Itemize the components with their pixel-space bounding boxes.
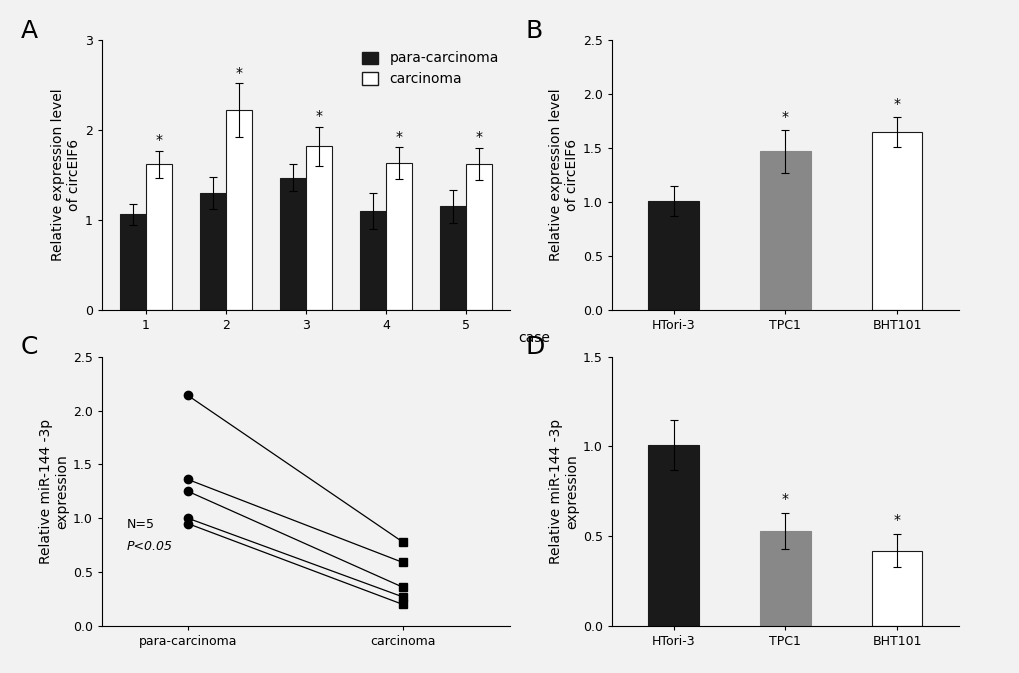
Text: *: * [893, 98, 900, 112]
Text: N=5: N=5 [126, 518, 154, 531]
Bar [648, 201, 698, 310]
Text: *: * [155, 133, 162, 147]
Bar [200, 193, 226, 310]
Y-axis label: Relative miR-144 -3p
expression: Relative miR-144 -3p expression [39, 419, 68, 564]
Bar [385, 164, 412, 310]
Bar [306, 146, 331, 310]
Bar [226, 110, 252, 310]
Bar [871, 551, 921, 626]
Legend: para-carcinoma, carcinoma: para-carcinoma, carcinoma [358, 47, 502, 91]
Text: D: D [525, 335, 544, 359]
Y-axis label: Relative expression level
of circEIF6: Relative expression level of circEIF6 [51, 89, 81, 261]
Bar [120, 215, 146, 310]
Text: *: * [235, 66, 243, 80]
Bar [466, 164, 491, 310]
Bar [759, 531, 810, 626]
Text: *: * [893, 513, 900, 527]
Bar [648, 445, 698, 626]
Text: *: * [782, 492, 788, 505]
Text: case: case [518, 331, 549, 345]
Text: C: C [20, 335, 38, 359]
Bar [440, 207, 466, 310]
Text: *: * [782, 110, 788, 125]
Text: *: * [475, 131, 482, 145]
Text: P<0.05: P<0.05 [126, 540, 172, 553]
Bar [759, 151, 810, 310]
Text: A: A [20, 19, 38, 43]
Y-axis label: Relative expression level
of circEIF6: Relative expression level of circEIF6 [548, 89, 578, 261]
Text: B: B [525, 19, 542, 43]
Text: *: * [395, 130, 401, 143]
Bar [146, 164, 171, 310]
Bar [871, 132, 921, 310]
Bar [280, 178, 306, 310]
Text: *: * [315, 109, 322, 123]
Bar [360, 211, 385, 310]
Y-axis label: Relative miR-144 -3p
expression: Relative miR-144 -3p expression [548, 419, 578, 564]
